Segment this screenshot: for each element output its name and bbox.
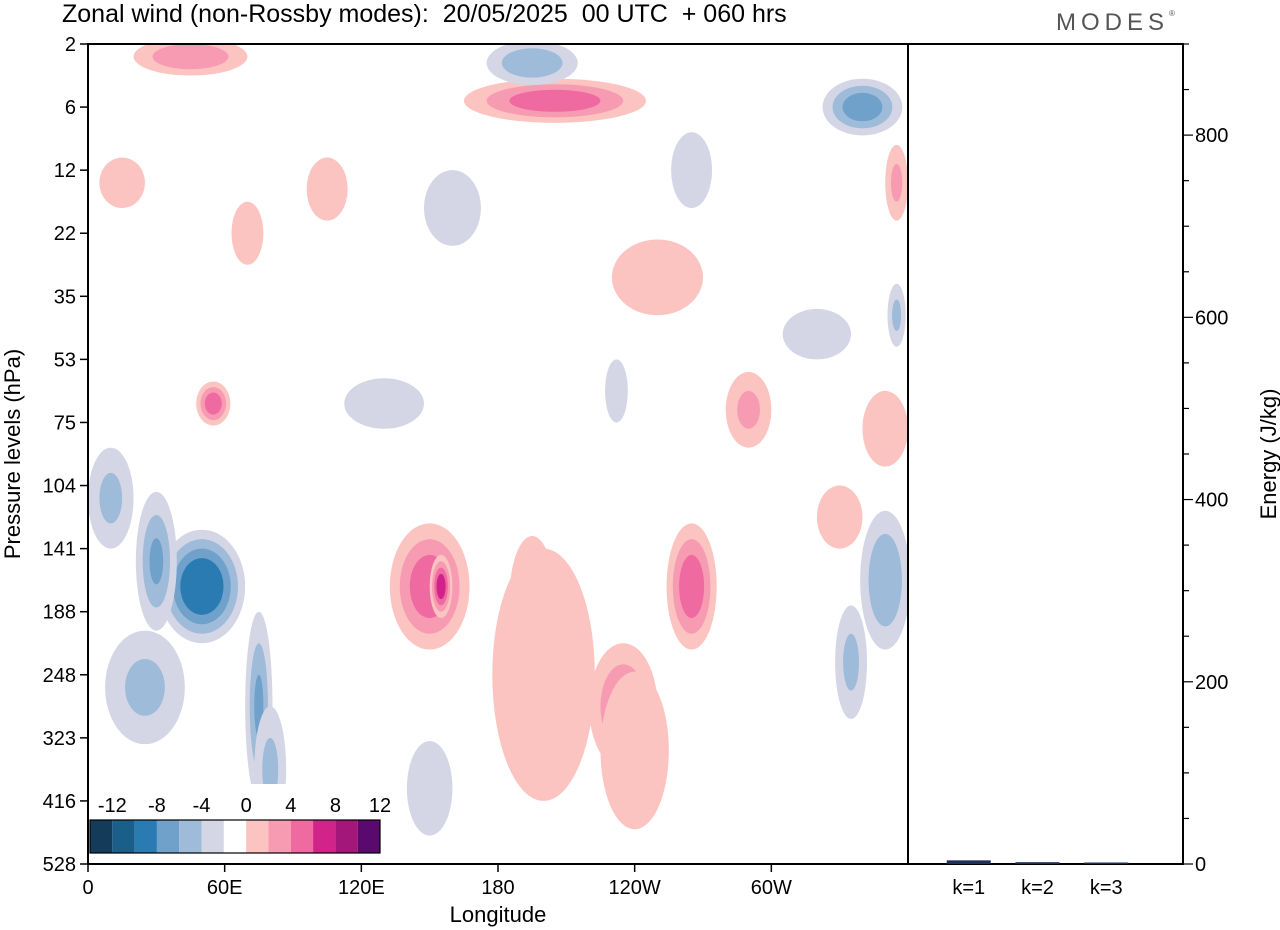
- energy-axis: 0 200 400 600 800: [1183, 43, 1228, 876]
- contour-blob: [532, 95, 578, 107]
- energy-bar: [1015, 862, 1060, 864]
- contour-blob: [418, 764, 442, 812]
- energy-bars: k=1 k=2 k=3: [946, 860, 1129, 899]
- energy-tick-label: 600: [1195, 307, 1228, 329]
- y-tick-label: 35: [54, 286, 76, 308]
- y-tick-label: 141: [43, 539, 76, 561]
- y-axis: 2 6 12 22 35 53 75 104 141 188 248 323 416 528: [43, 34, 88, 876]
- y-tick-label: 12: [54, 160, 76, 182]
- y-tick-label: 104: [43, 476, 76, 498]
- colorbar-swatch: [268, 820, 291, 853]
- energy-axis-title: Energy (J/kg): [1256, 389, 1280, 520]
- contour-blob: [634, 258, 681, 297]
- contour-blob: [517, 611, 570, 738]
- energy-bar: [1084, 862, 1129, 864]
- contour-blob: [828, 501, 852, 533]
- brand-logo: MODES®: [1056, 9, 1175, 37]
- contour-blob: [516, 55, 548, 71]
- colorbar: -12 -8 -4 0 4 8 12: [86, 784, 391, 860]
- energy-tick-label: 400: [1195, 490, 1228, 512]
- colorbar-swatch: [357, 820, 380, 853]
- y-axis-title: Pressure levels (hPa): [0, 349, 25, 559]
- contour-field: [88, 44, 908, 836]
- contour-blob: [737, 390, 760, 429]
- contour-blob: [685, 570, 698, 603]
- y-tick-label: 22: [54, 223, 76, 245]
- x-axis-title: Longitude: [450, 902, 547, 927]
- main-plot-frame: [87, 43, 909, 865]
- energy-category-label: k=3: [1090, 877, 1123, 899]
- y-tick-label: 6: [65, 97, 76, 119]
- energy-tick-label: 800: [1195, 125, 1228, 147]
- y-tick-label: 248: [43, 665, 76, 687]
- y-tick-label: 323: [43, 728, 76, 750]
- colorbar-swatch: [246, 820, 269, 853]
- colorbar-swatch: [335, 820, 358, 853]
- energy-plot-frame: [907, 43, 1184, 865]
- contour-blob: [194, 577, 210, 596]
- x-tick-label: 60E: [207, 877, 243, 899]
- x-axis: 0 60E 120E 180 120W 60W: [82, 864, 792, 899]
- contour-blob: [610, 375, 623, 407]
- contour-blob: [892, 299, 902, 331]
- energy-tick-label: 200: [1195, 672, 1228, 694]
- x-tick-label: 120W: [609, 877, 661, 899]
- energy-category-label: k=2: [1021, 877, 1054, 899]
- contour-blob: [239, 217, 256, 250]
- contour-blob: [149, 538, 164, 585]
- contour-blob: [209, 398, 218, 410]
- x-tick-label: 0: [82, 877, 93, 899]
- y-tick-label: 528: [43, 854, 76, 876]
- colorbar-label: 0: [241, 795, 252, 817]
- colorbar-label: -4: [193, 795, 211, 817]
- contour-blob: [364, 390, 405, 417]
- energy-bar: [946, 860, 991, 864]
- y-tick-label: 188: [43, 602, 76, 624]
- contour-blob: [799, 321, 834, 347]
- y-tick-label: 416: [43, 791, 76, 813]
- colorbar-label: -8: [148, 795, 166, 817]
- x-tick-label: 120E: [338, 877, 385, 899]
- y-tick-label: 53: [54, 349, 76, 371]
- contour-blob: [852, 99, 873, 115]
- y-tick-label: 75: [54, 412, 76, 434]
- chart-title: Zonal wind (non-Rossby modes): 20/05/202…: [62, 0, 787, 28]
- contour-blob: [890, 163, 903, 202]
- contour-blob: [171, 50, 210, 63]
- contour-blob: [843, 633, 860, 691]
- x-tick-label: 180: [481, 877, 514, 899]
- brand-text: MODES: [1056, 9, 1170, 36]
- contour-blob: [125, 659, 165, 716]
- contour-blob: [110, 170, 134, 196]
- colorbar-swatch: [156, 820, 180, 853]
- colorbar-swatch: [201, 820, 224, 853]
- contour-blob: [876, 557, 894, 604]
- colorbar-swatch: [134, 820, 157, 853]
- contour-blob: [316, 173, 338, 205]
- colorbar-swatch: [179, 820, 202, 853]
- energy-category-label: k=1: [952, 877, 985, 899]
- colorbar-swatch: [223, 820, 247, 853]
- colorbar-label: 12: [369, 795, 391, 817]
- y-tick-label: 2: [65, 34, 76, 56]
- colorbar-label: -12: [98, 795, 127, 817]
- contour-blob: [681, 151, 702, 190]
- energy-tick-label: 0: [1195, 854, 1206, 876]
- colorbar-swatch: [290, 820, 314, 853]
- contour-blob: [99, 472, 123, 524]
- x-tick-label: 60W: [751, 877, 792, 899]
- brand-mark: ®: [1169, 9, 1175, 18]
- contour-blob: [617, 711, 652, 790]
- contour-blob: [438, 189, 467, 227]
- colorbar-swatch: [90, 820, 113, 853]
- contour-blob: [438, 580, 444, 593]
- contour-blob: [873, 409, 897, 448]
- colorbar-frame: [89, 819, 381, 854]
- colorbar-label: 4: [285, 795, 296, 817]
- colorbar-swatch: [112, 820, 135, 853]
- colorbar-swatch: [313, 820, 336, 853]
- colorbar-label: 8: [330, 795, 341, 817]
